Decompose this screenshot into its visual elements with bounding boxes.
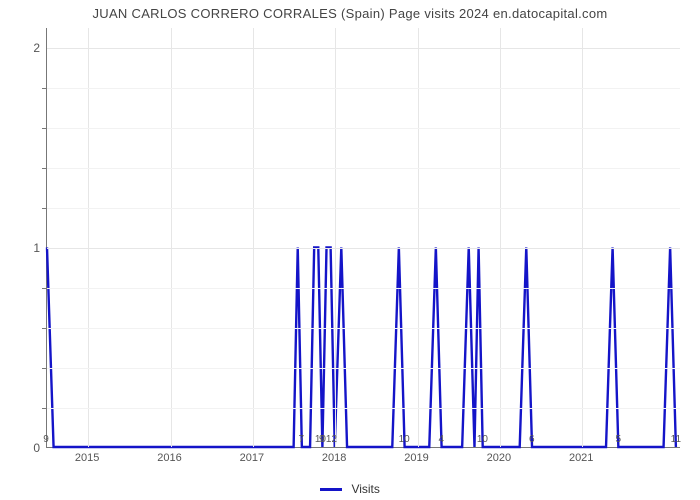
x-axis-year-label: 2019 [404, 452, 428, 464]
data-point-label: 10 [477, 434, 488, 445]
plot-area [46, 28, 680, 448]
grid-horizontal-minor [47, 88, 680, 89]
y-axis-tick-label: 2 [6, 41, 40, 55]
data-point-label: 5 [615, 434, 621, 445]
grid-horizontal-minor [47, 328, 680, 329]
grid-horizontal-minor [47, 128, 680, 129]
y-axis-minor-tick [42, 168, 46, 169]
x-axis-year-label: 2015 [75, 452, 99, 464]
x-axis-year-label: 2018 [322, 452, 346, 464]
grid-vertical [171, 28, 172, 447]
grid-horizontal [47, 248, 680, 249]
grid-vertical [582, 28, 583, 447]
y-axis-minor-tick [42, 288, 46, 289]
y-axis-minor-tick [42, 208, 46, 209]
y-axis-minor-tick [42, 88, 46, 89]
x-axis-year-label: 2016 [157, 452, 181, 464]
x-axis-year-label: 2021 [569, 452, 593, 464]
grid-horizontal-minor [47, 208, 680, 209]
grid-vertical [418, 28, 419, 447]
line-series-layer [47, 28, 680, 447]
grid-vertical [253, 28, 254, 447]
y-axis-minor-tick [42, 328, 46, 329]
chart-title: JUAN CARLOS CORRERO CORRALES (Spain) Pag… [0, 6, 700, 21]
x-axis-year-label: 2017 [240, 452, 264, 464]
legend-swatch [320, 488, 342, 491]
y-axis-tick-label: 1 [6, 241, 40, 255]
data-point-label: 11 [671, 434, 681, 445]
grid-horizontal-minor [47, 168, 680, 169]
legend: Visits [0, 481, 700, 496]
grid-vertical [335, 28, 336, 447]
grid-horizontal [47, 48, 680, 49]
data-point-label: 7 [298, 434, 304, 445]
grid-vertical [500, 28, 501, 447]
grid-horizontal-minor [47, 368, 680, 369]
data-point-label: 9 [43, 434, 49, 445]
y-axis-minor-tick [42, 368, 46, 369]
data-point-label: 6 [529, 434, 535, 445]
grid-horizontal-minor [47, 288, 680, 289]
data-point-label: 1012 [315, 434, 337, 445]
y-axis-minor-tick [42, 408, 46, 409]
x-axis-year-label: 2020 [487, 452, 511, 464]
y-axis-minor-tick [42, 128, 46, 129]
legend-label: Visits [351, 482, 379, 496]
y-axis-tick-label: 0 [6, 441, 40, 455]
chart-container: JUAN CARLOS CORRERO CORRALES (Spain) Pag… [0, 0, 700, 500]
grid-horizontal-minor [47, 408, 680, 409]
grid-vertical [88, 28, 89, 447]
data-point-label: 10 [399, 434, 410, 445]
data-point-label: 4 [438, 434, 444, 445]
